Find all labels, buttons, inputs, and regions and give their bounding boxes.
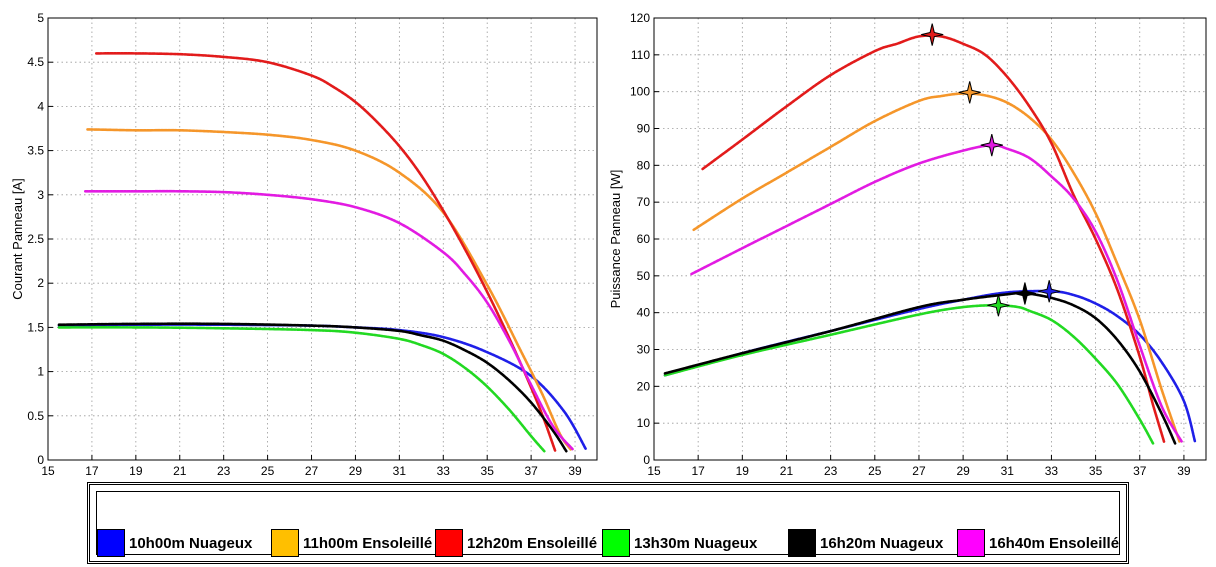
y-tick-label: 0 — [37, 453, 44, 467]
series-line — [84, 189, 575, 451]
legend-swatch — [435, 529, 463, 557]
y-tick-label: 110 — [631, 48, 650, 62]
legend-item-13h30: 13h30m Nuageux — [602, 528, 757, 558]
y-tick-label: 4.5 — [27, 55, 44, 69]
series-line — [692, 92, 1181, 443]
series-line — [57, 322, 568, 453]
y-tick-label: 70 — [637, 195, 651, 209]
chart-1: 15 17 19 21 23 25 27 29 31 33 35 37 39 0 0.5 1 1.5 2 2.5 3 3… — [10, 11, 598, 480]
y-tick-label: 1 — [37, 365, 44, 379]
max-power-star-marker — [1013, 282, 1037, 305]
x-axis-label: Tension Panneau [V] — [815, 478, 935, 480]
legend-swatch — [97, 529, 125, 557]
x-tick-label: 21 — [173, 464, 187, 478]
x-tick-label: 23 — [824, 464, 838, 478]
x-tick-label: 39 — [568, 464, 582, 478]
legend-label: 16h40m Ensoleillé — [989, 534, 1120, 552]
legend-swatch — [788, 529, 816, 557]
x-axis-label: Tension Panneau [V] — [208, 478, 328, 480]
legend-item-12h20: 12h20m Ensoleillé — [435, 528, 597, 558]
y-tick-label: 100 — [630, 85, 650, 99]
y-tick-label: 60 — [637, 232, 651, 246]
y-tick-label: 10 — [637, 416, 651, 430]
chart-2: 15 17 19 21 23 25 27 29 31 33 35 37 39 0 10 20 30 40 50 60 7… — [608, 11, 1207, 480]
x-tick-label: 17 — [691, 464, 705, 478]
y-tick-label: 0 — [643, 453, 650, 467]
y-tick-label: 50 — [637, 269, 651, 283]
x-tick-label: 37 — [524, 464, 538, 478]
legend-label: 10h00m Nuageux — [129, 534, 253, 552]
y-tick-label: 120 — [630, 11, 650, 25]
y-tick-label: 3 — [37, 188, 44, 202]
x-tick-label: 31 — [393, 464, 407, 478]
legend-swatch — [957, 529, 985, 557]
x-tick-label: 39 — [1177, 464, 1191, 478]
series-line — [86, 128, 572, 451]
max-power-star-marker — [958, 81, 981, 104]
x-tick-label: 29 — [956, 464, 970, 478]
y-axis-label: Puissance Panneau [W] — [608, 170, 623, 309]
legend-swatch — [602, 529, 630, 557]
y-tick-label: 80 — [637, 158, 651, 172]
legend-swatch — [271, 529, 299, 557]
series-line — [57, 323, 588, 451]
legend-label: 12h20m Ensoleillé — [467, 534, 598, 552]
legend-item-16h20: 16h20m Nuageux — [788, 528, 943, 558]
series-line — [701, 34, 1166, 443]
max-power-star-marker — [1038, 280, 1061, 303]
x-tick-label: 33 — [437, 464, 451, 478]
x-tick-label: 25 — [261, 464, 275, 478]
x-tick-label: 15 — [647, 464, 661, 478]
series-line — [95, 52, 557, 453]
x-tick-label: 17 — [85, 464, 99, 478]
y-axis-label: Courant Panneau [A] — [10, 178, 25, 299]
series-line — [663, 289, 1197, 443]
legend-label: 13h30m Nuageux — [634, 534, 758, 552]
legend-item-16h40: 16h40m Ensoleillé — [957, 528, 1119, 558]
legend-box: 10h00m Nuageux 11h00m Ensoleillé 12h20m … — [87, 482, 1129, 564]
max-power-star-marker — [980, 133, 1003, 157]
legend-item-11h00: 11h00m Ensoleillé — [271, 528, 432, 558]
legend-item-10h00: 10h00m Nuageux — [97, 528, 252, 558]
x-tick-label: 37 — [1133, 464, 1147, 478]
max-power-star-marker — [987, 294, 1010, 317]
y-tick-label: 2 — [37, 276, 44, 290]
y-tick-label: 30 — [637, 343, 651, 357]
series-line — [57, 326, 546, 453]
y-tick-label: 2.5 — [27, 232, 44, 246]
x-tick-label: 27 — [912, 464, 926, 478]
y-tick-label: 3.5 — [27, 144, 44, 158]
y-tick-label: 90 — [637, 122, 651, 136]
charts-area: 15 17 19 21 23 25 27 29 31 33 35 37 3900.511.522.533… — [10, 11, 1207, 480]
x-tick-label: 23 — [217, 464, 231, 478]
y-tick-label: 0.5 — [27, 409, 44, 423]
x-tick-label: 21 — [780, 464, 794, 478]
y-tick-label: 40 — [637, 306, 651, 320]
x-tick-label: 19 — [736, 464, 750, 478]
series-line — [663, 303, 1155, 445]
x-tick-label: 15 — [41, 464, 55, 478]
legend-label: 11h00m Ensoleillé — [303, 534, 433, 552]
x-tick-label: 29 — [349, 464, 363, 478]
y-tick-label: 1.5 — [27, 320, 44, 334]
x-tick-label: 19 — [129, 464, 143, 478]
x-tick-label: 35 — [481, 464, 495, 478]
x-tick-label: 27 — [305, 464, 319, 478]
x-tick-label: 35 — [1089, 464, 1103, 478]
x-tick-label: 33 — [1045, 464, 1059, 478]
series-line — [690, 143, 1183, 443]
x-tick-label: 25 — [868, 464, 882, 478]
legend-label: 16h20m Nuageux — [820, 534, 944, 552]
y-tick-label: 5 — [37, 11, 44, 25]
legend-frame: 10h00m Nuageux 11h00m Ensoleillé 12h20m … — [96, 491, 1120, 558]
max-power-star-marker — [921, 23, 944, 46]
y-tick-label: 4 — [37, 99, 44, 113]
y-tick-label: 20 — [637, 379, 651, 393]
x-tick-label: 31 — [1001, 464, 1015, 478]
